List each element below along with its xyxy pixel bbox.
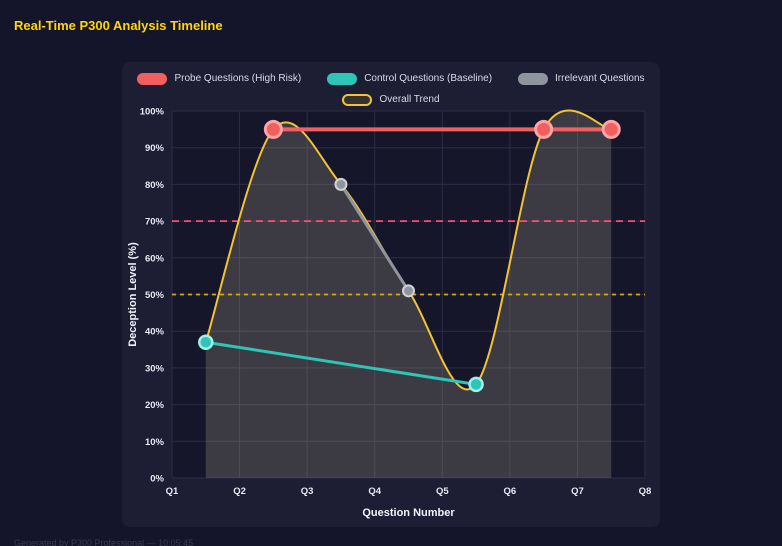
legend-swatch-control	[327, 72, 358, 85]
legend-label-control: Control Questions (Baseline)	[364, 73, 493, 84]
svg-text:Q4: Q4	[368, 486, 381, 497]
legend-item-control[interactable]: Control Questions (Baseline)	[327, 72, 493, 85]
svg-text:90%: 90%	[145, 143, 165, 154]
svg-text:Deception Level (%): Deception Level (%)	[127, 242, 139, 347]
legend-swatch-probe	[137, 72, 168, 85]
legend-item-irrelevant[interactable]: Irrelevant Questions	[518, 72, 645, 85]
svg-text:10%: 10%	[145, 437, 165, 448]
svg-text:Q8: Q8	[639, 486, 652, 497]
chart-legend: Probe Questions (High Risk) Control Ques…	[122, 68, 660, 110]
legend-row-2: Overall Trend	[122, 89, 660, 110]
legend-swatch-irrelevant	[518, 72, 549, 85]
svg-text:80%: 80%	[145, 180, 165, 191]
svg-text:100%: 100%	[140, 107, 165, 118]
svg-text:50%: 50%	[145, 290, 165, 301]
svg-text:Q1: Q1	[166, 486, 179, 497]
svg-text:Q5: Q5	[436, 486, 449, 497]
svg-text:Q2: Q2	[233, 486, 246, 497]
legend-row-1: Probe Questions (High Risk) Control Ques…	[122, 68, 660, 89]
legend-label-trend: Overall Trend	[379, 94, 440, 105]
legend-label-probe: Probe Questions (High Risk)	[174, 73, 302, 84]
svg-text:40%: 40%	[145, 327, 165, 338]
svg-text:Question Number: Question Number	[362, 507, 455, 519]
page-title: Real-Time P300 Analysis Timeline	[14, 18, 223, 33]
legend-item-trend[interactable]: Overall Trend	[342, 93, 440, 106]
legend-swatch-trend	[342, 93, 373, 106]
svg-text:20%: 20%	[145, 400, 165, 411]
svg-text:Q7: Q7	[571, 486, 584, 497]
svg-text:0%: 0%	[150, 474, 164, 485]
svg-text:30%: 30%	[145, 363, 165, 374]
chart-panel: Probe Questions (High Risk) Control Ques…	[122, 62, 660, 527]
timeline-chart: 0% 10% 20% 30% 40% 50% 60% 70% 80% 90% 100% Q1 Q2 Q3 Q…	[127, 107, 652, 520]
svg-text:70%: 70%	[145, 217, 165, 228]
footer-note: Generated by P300 Professional — 10:05:4…	[14, 538, 194, 546]
legend-label-irrelevant: Irrelevant Questions	[555, 73, 645, 84]
svg-text:Q6: Q6	[504, 486, 517, 497]
legend-item-probe[interactable]: Probe Questions (High Risk)	[137, 72, 302, 85]
svg-text:Q3: Q3	[301, 486, 314, 497]
svg-text:60%: 60%	[145, 253, 165, 264]
